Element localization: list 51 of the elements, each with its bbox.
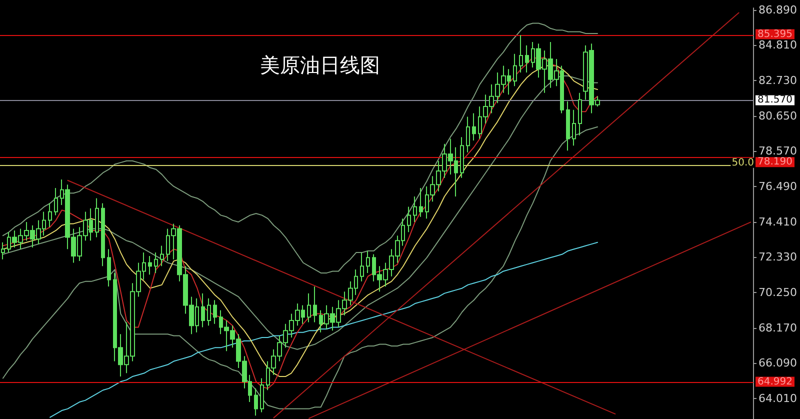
line-series xyxy=(2,126,598,410)
line-series xyxy=(2,22,598,274)
candlestick xyxy=(213,300,217,324)
candlestick xyxy=(148,255,152,276)
candlestick xyxy=(260,378,264,413)
y-tick-label: 74.410 xyxy=(758,215,798,228)
y-tick-label: 68.170 xyxy=(758,321,798,334)
candlestick xyxy=(460,136,464,178)
candlestick xyxy=(360,252,364,282)
candlestick xyxy=(513,53,517,87)
text: 美原油日线图 xyxy=(260,53,380,77)
annotation: 50.0 xyxy=(732,157,754,168)
y-tick-label: 66.090 xyxy=(758,356,798,370)
ref-line-label: 64.992 xyxy=(758,376,793,388)
candlestick xyxy=(407,206,411,233)
candlestick xyxy=(307,292,311,323)
y-tick-label: 84.810 xyxy=(758,38,798,52)
candlestick xyxy=(572,109,576,146)
y-tick-label: 80.650 xyxy=(758,109,798,122)
line-series xyxy=(50,242,598,418)
candlestick xyxy=(366,250,370,274)
candlestick xyxy=(48,202,52,228)
y-tick-label: 72.330 xyxy=(758,250,798,264)
candlestick xyxy=(101,202,105,267)
y-tick-label: 86.890 xyxy=(758,3,798,16)
candlestick xyxy=(160,245,164,267)
candlestick xyxy=(254,388,258,416)
y-tick-label: 76.490 xyxy=(758,180,798,193)
candlestick xyxy=(466,116,470,153)
candlestick xyxy=(1,242,5,260)
candlestick xyxy=(107,248,111,288)
ref-line-label: 81.570 xyxy=(758,94,793,106)
candlestick xyxy=(154,252,158,274)
candlestick xyxy=(566,100,570,152)
candlestick xyxy=(207,298,211,326)
candlestick xyxy=(525,44,529,74)
y-tick-label: 64.010 xyxy=(758,392,798,405)
candlestick xyxy=(313,286,317,323)
y-tick-label: 70.250 xyxy=(758,286,798,299)
candlestick xyxy=(201,292,205,328)
candlestick xyxy=(419,188,423,218)
candlestick xyxy=(54,188,58,216)
candlestick xyxy=(519,34,523,74)
candlestick xyxy=(413,196,417,222)
candlestick xyxy=(472,112,476,141)
candlestick xyxy=(578,92,582,136)
candlestick xyxy=(95,198,99,238)
y-tick-label: 82.730 xyxy=(758,74,798,88)
y-tick-label: 78.570 xyxy=(758,144,798,158)
ref-line-label: 78.190 xyxy=(758,156,793,168)
ref-line-label: 85.395 xyxy=(758,28,793,40)
